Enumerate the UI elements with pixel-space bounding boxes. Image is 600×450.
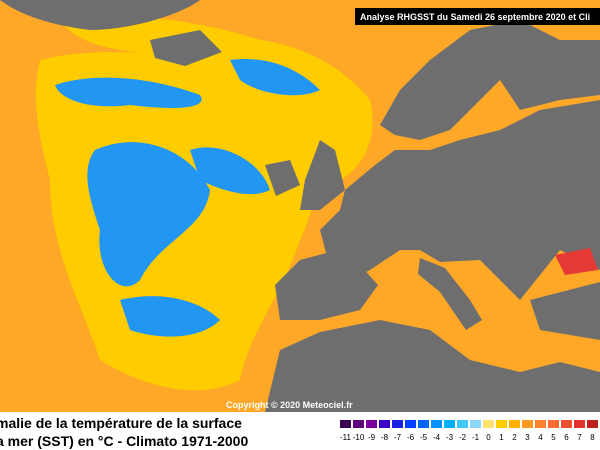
scale-label: 7 (577, 433, 582, 442)
scale-label: -7 (394, 433, 402, 442)
color-swatch (496, 420, 507, 428)
iberia (275, 252, 378, 320)
title: Analyse RHGSST du Samedi 26 septembre 20… (360, 12, 590, 22)
anomaly-zone (230, 59, 320, 96)
color-swatch (444, 420, 455, 428)
color-swatch (548, 420, 559, 428)
italy (418, 258, 482, 330)
color-swatch (574, 420, 585, 428)
color-swatch (509, 420, 520, 428)
color-swatch (587, 420, 598, 428)
scale-label: -5 (420, 433, 428, 442)
anomaly-zone (87, 142, 210, 287)
color-swatch (405, 420, 416, 428)
color-swatch (418, 420, 429, 428)
scale-label: -2 (459, 433, 467, 442)
scale-label: 8 (590, 433, 595, 442)
color-swatch (353, 420, 364, 428)
scale-label: -8 (381, 433, 389, 442)
scale-label: -1 (472, 433, 480, 442)
title-box (355, 8, 600, 25)
scale-label: 2 (512, 433, 517, 442)
scale-label: -11 (340, 433, 352, 442)
color-swatch (522, 420, 533, 428)
scale-label: 5 (551, 433, 556, 442)
ireland (265, 160, 300, 196)
greenland (0, 0, 200, 30)
scale-label: -9 (368, 433, 376, 442)
color-swatch (561, 420, 572, 428)
color-scale: -11 -10 -9 -8 -7 -6 -5 -4 -3 -2 -1 0 1 2 3 4 5 6 7 8 (340, 420, 598, 442)
scale-label: -6 (407, 433, 415, 442)
scale-label: 4 (538, 433, 543, 442)
caption-line: a mer (SST) en °C - Climato 1971-2000 (0, 433, 248, 449)
scale-label: -10 (353, 433, 365, 442)
anomaly-zone (55, 77, 202, 108)
iceland (150, 30, 222, 66)
copyright: Copyright © 2020 Meteociel.fr (226, 400, 353, 410)
color-swatch (340, 420, 351, 428)
scale-label: 3 (525, 433, 530, 442)
scale-label: 1 (499, 433, 504, 442)
anomaly-zone (120, 296, 220, 337)
map (0, 0, 600, 412)
color-swatch (431, 420, 442, 428)
scale-label: 6 (564, 433, 569, 442)
color-swatch (535, 420, 546, 428)
color-swatch (379, 420, 390, 428)
scale-label: -3 (446, 433, 454, 442)
scandinavia (380, 20, 600, 140)
scale-label: -4 (433, 433, 441, 442)
color-swatch (392, 420, 403, 428)
color-swatch (366, 420, 377, 428)
anomaly-zone (190, 147, 270, 195)
turkey (530, 282, 600, 340)
color-swatch (483, 420, 494, 428)
color-swatch (457, 420, 468, 428)
caption-line: malie de la température de la surface (0, 415, 242, 431)
scale-label: 0 (486, 433, 491, 442)
europe (320, 100, 600, 300)
color-swatch (470, 420, 481, 428)
great-britain (300, 140, 345, 210)
anomaly-zone (555, 248, 598, 275)
africa (265, 320, 600, 412)
